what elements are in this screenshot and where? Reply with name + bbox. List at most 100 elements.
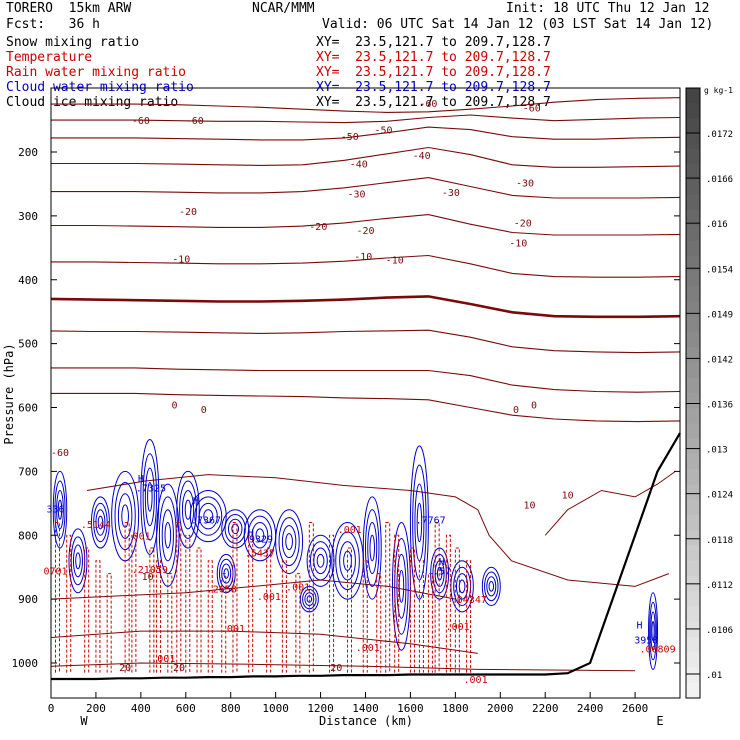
- cloud-contour: [648, 592, 659, 670]
- isotherm-label: -10: [354, 252, 372, 263]
- rain-contour: [409, 547, 415, 673]
- isotherm-label: 10: [142, 572, 154, 583]
- cloud-contour: [367, 521, 378, 575]
- maximum-label: 0701: [43, 566, 67, 577]
- x-tick-label: 200: [86, 702, 106, 715]
- rain-contour: [434, 521, 440, 673]
- isotherm-line: [51, 367, 681, 393]
- rain-contour: [207, 560, 213, 673]
- colorbar-band: [686, 210, 700, 226]
- colorbar-band: [686, 652, 700, 668]
- isotherm-label: -60: [523, 103, 541, 114]
- cloud-contour: [144, 467, 155, 527]
- isotherm-label: 20: [330, 663, 342, 674]
- maximum-label: .5437: [245, 548, 275, 559]
- colorbar-band: [686, 133, 700, 150]
- colorbar-tick-label: .0166: [706, 175, 733, 185]
- colorbar-band: [686, 118, 700, 135]
- isotherm-label: -10: [172, 255, 190, 266]
- cloud-contour: [650, 611, 656, 651]
- colorbar-band: [686, 362, 700, 379]
- y-axis-label: Pressure (hPa): [2, 343, 16, 444]
- isotherm-line: [50, 329, 681, 354]
- cloud-contour: [176, 470, 200, 549]
- center-name: NCAR/MMM: [252, 1, 315, 16]
- isotherm-label: -10: [509, 239, 527, 250]
- maximum-label: .57: [433, 566, 451, 577]
- isotherm-line-lower: [50, 662, 636, 672]
- cloud-contour: [278, 517, 300, 567]
- cloud-contour: [97, 515, 104, 530]
- colorbar-tick-label: .013: [706, 446, 728, 456]
- cloud-contour: [93, 502, 108, 543]
- isotherm-label: 0: [201, 405, 207, 416]
- cloud-contour: [486, 576, 497, 597]
- cloud-contour: [68, 528, 88, 594]
- rain-contour: [84, 547, 90, 673]
- x-tick-label: 2200: [532, 702, 559, 715]
- colorbar-band: [686, 469, 700, 485]
- colorbar-band: [686, 591, 700, 607]
- isotherm-line: [51, 126, 681, 141]
- cloud-contour: [275, 509, 304, 575]
- forecast-hour: Fcst: 36 h: [6, 17, 100, 32]
- colorbar-band: [686, 545, 700, 562]
- cloud-contour: [158, 496, 177, 575]
- isotherm-label: 20: [173, 663, 185, 674]
- colorbar-band: [686, 88, 700, 104]
- colorbar-band: [686, 530, 700, 546]
- cloud-contour: [651, 620, 655, 642]
- cloud-contour: [75, 552, 81, 570]
- west-end-label: W: [80, 714, 88, 728]
- colorbar-band: [686, 255, 700, 272]
- rain-contour: [149, 547, 155, 673]
- isotherm-line: [50, 295, 681, 319]
- isotherm-label: 0: [531, 400, 537, 411]
- contour-labels: -60 -60 -60 -60 -50 -50 -40 -40 -30 -30 -30 -20 -20 -…: [43, 99, 675, 686]
- cloud-contour: [302, 589, 317, 610]
- cloud-contour: [247, 515, 273, 555]
- rain-contour: [466, 560, 472, 673]
- maximum-label: H: [193, 496, 199, 507]
- rain-contour: [196, 547, 202, 673]
- colorbar-band: [686, 225, 700, 241]
- colorbar-unit: g kg-1: [704, 86, 733, 95]
- cloud-contour: [227, 518, 243, 539]
- field-name-cloud-ice: Cloud ice mixing ratio: [6, 95, 179, 110]
- isotherm-label: -40: [413, 151, 431, 162]
- colorbar-band: [686, 164, 700, 180]
- rain-contour: [95, 560, 101, 673]
- maximum-label: H: [138, 474, 144, 485]
- mixing-ratio-label: .001: [257, 592, 281, 603]
- y-tick-label: 300: [18, 210, 38, 223]
- field-name-rain: Rain water mixing ratio: [6, 65, 187, 80]
- rain-contour: [295, 573, 301, 673]
- x-tick-label: 400: [131, 702, 151, 715]
- colorbar-band: [686, 286, 700, 302]
- colorbar-band: [686, 393, 700, 409]
- mixing-ratio-label: .001: [127, 531, 151, 542]
- colorbar-band: [686, 682, 700, 699]
- maximum-label: H: [248, 528, 254, 539]
- rain-contour: [362, 560, 368, 673]
- x-tick-label: 600: [176, 702, 196, 715]
- rain-contour: [176, 521, 182, 673]
- field-name-temperature: Temperature: [6, 50, 93, 65]
- rain-contour: [54, 521, 60, 673]
- maximum-label: .7325: [136, 483, 166, 494]
- colorbar-tick-label: .01: [706, 671, 722, 681]
- rain-contour: [167, 573, 173, 673]
- init-time: Init: 18 UTC Thu 12 Jan 12: [506, 1, 710, 16]
- rain-contour: [156, 560, 162, 673]
- maximum-label: H: [439, 557, 445, 568]
- rain-contour: [454, 547, 460, 673]
- rain-contour: [266, 547, 272, 673]
- cloud-contour: [164, 521, 172, 549]
- isotherm-line: [51, 392, 681, 423]
- cloud-contour: [409, 445, 429, 600]
- maximum-label: .7367: [191, 515, 221, 526]
- mixing-ratio-label: .001: [151, 654, 175, 665]
- colorbar-tick-label: .0149: [706, 310, 733, 320]
- isotherm-line-lower: [50, 579, 456, 600]
